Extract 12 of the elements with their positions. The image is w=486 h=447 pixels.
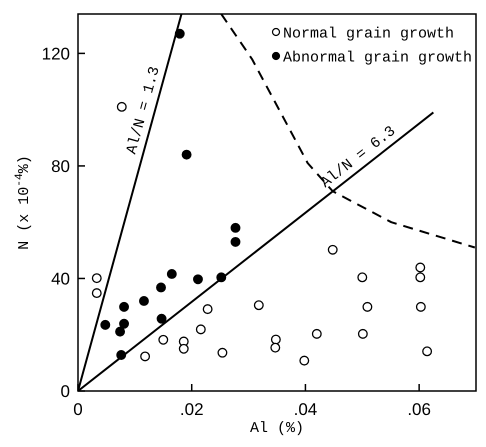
legend-label: Abnormal grain growth (283, 49, 472, 66)
x-tick-label: 0 (73, 400, 83, 419)
y-tick-label: 0 (60, 382, 70, 401)
annotation: Al/N = 1.3 (123, 64, 164, 156)
y-tick-label: 40 (51, 269, 70, 288)
y-tick-label: 120 (42, 44, 70, 64)
x-tick-label: .04 (294, 400, 318, 419)
x-axis-title: Al (%) (250, 420, 304, 437)
y-tick-label: 80 (51, 156, 70, 176)
x-tick-label: .02 (180, 400, 204, 419)
x-tick-label: .06 (407, 400, 431, 419)
legend-label: Normal grain growth (283, 25, 454, 42)
